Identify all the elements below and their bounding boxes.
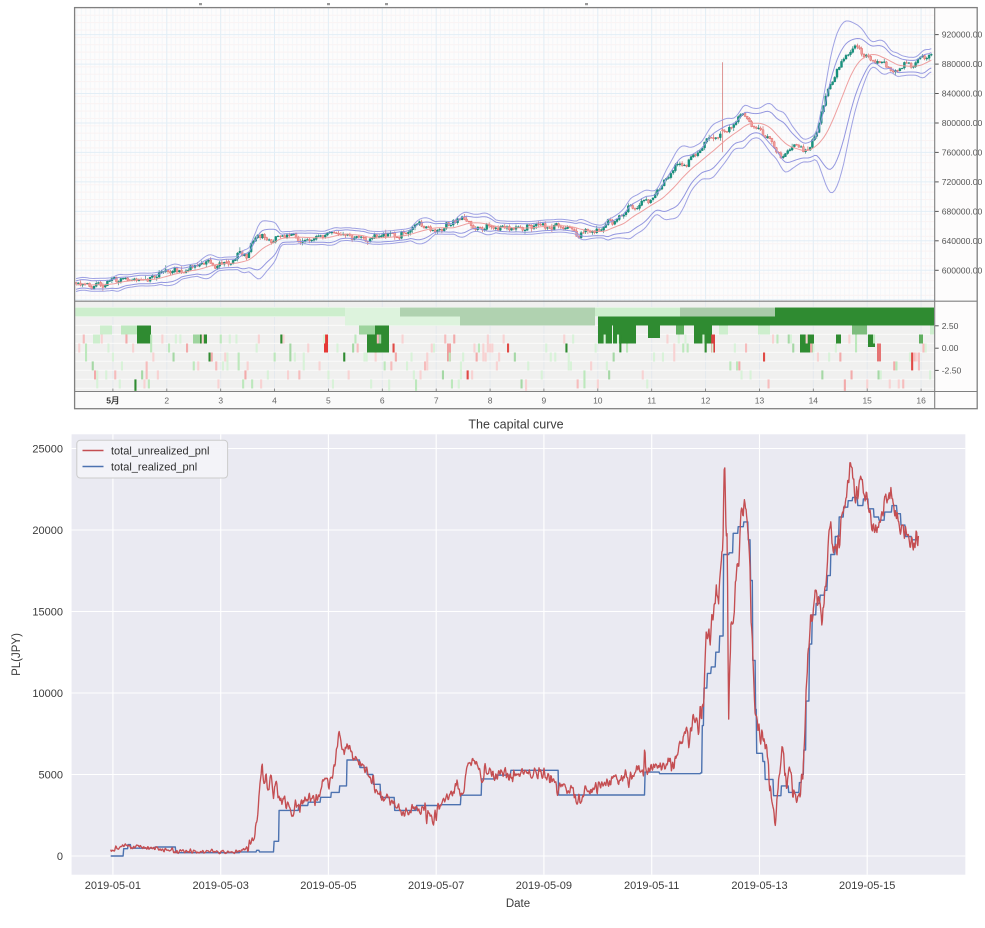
svg-text:2019-05-07: 2019-05-07 bbox=[408, 880, 464, 892]
svg-text:720000.00: 720000.00 bbox=[942, 177, 983, 187]
svg-text:5: 5 bbox=[326, 396, 331, 406]
svg-text:640000.00: 640000.00 bbox=[942, 236, 983, 246]
svg-text:2019-05-05: 2019-05-05 bbox=[300, 880, 356, 892]
svg-text:2.50: 2.50 bbox=[942, 321, 959, 331]
svg-text:3: 3 bbox=[218, 396, 223, 406]
svg-text:13: 13 bbox=[755, 396, 765, 406]
svg-text:10: 10 bbox=[593, 396, 603, 406]
svg-text:20000: 20000 bbox=[32, 525, 63, 537]
svg-text:760000.00: 760000.00 bbox=[942, 147, 983, 157]
svg-text:15: 15 bbox=[862, 396, 872, 406]
svg-text:-2.50: -2.50 bbox=[942, 365, 962, 375]
svg-text:840000.00: 840000.00 bbox=[942, 89, 983, 99]
svg-text:11: 11 bbox=[647, 396, 656, 406]
svg-text:2019-05-09: 2019-05-09 bbox=[516, 880, 572, 892]
svg-text:2019-05-01: 2019-05-01 bbox=[85, 880, 141, 892]
svg-text:2: 2 bbox=[164, 396, 169, 406]
svg-text:5月: 5月 bbox=[106, 396, 119, 406]
svg-text:16: 16 bbox=[916, 396, 926, 406]
svg-text:6: 6 bbox=[380, 396, 385, 406]
svg-text:Date: Date bbox=[506, 898, 530, 910]
svg-text:2019-05-03: 2019-05-03 bbox=[193, 880, 249, 892]
svg-text:15000: 15000 bbox=[32, 607, 63, 619]
svg-text:2019-05-15: 2019-05-15 bbox=[839, 880, 895, 892]
svg-text:680000.00: 680000.00 bbox=[942, 206, 983, 216]
svg-text:14: 14 bbox=[809, 396, 819, 406]
svg-text:25000: 25000 bbox=[32, 444, 63, 456]
svg-text:800000.00: 800000.00 bbox=[942, 118, 983, 128]
svg-text:9: 9 bbox=[542, 396, 547, 406]
svg-text:The capital curve: The capital curve bbox=[468, 418, 563, 432]
svg-text:PL(JPY): PL(JPY) bbox=[11, 633, 23, 676]
svg-text:7: 7 bbox=[434, 396, 439, 406]
svg-text:4: 4 bbox=[272, 396, 277, 406]
svg-text:8: 8 bbox=[488, 396, 493, 406]
svg-text:920000.00: 920000.00 bbox=[942, 30, 983, 40]
svg-text:0.00: 0.00 bbox=[942, 343, 959, 353]
svg-text:0: 0 bbox=[57, 851, 63, 863]
svg-text:12: 12 bbox=[701, 396, 711, 406]
svg-text:total_realized_pnl: total_realized_pnl bbox=[111, 462, 197, 474]
svg-text:2019-05-13: 2019-05-13 bbox=[731, 880, 787, 892]
svg-text:600000.00: 600000.00 bbox=[942, 265, 983, 275]
svg-text:total_unrealized_pnl: total_unrealized_pnl bbox=[111, 446, 209, 458]
svg-text:880000.00: 880000.00 bbox=[942, 59, 983, 69]
svg-text:2019-05-11: 2019-05-11 bbox=[624, 880, 679, 892]
svg-text:5000: 5000 bbox=[39, 770, 63, 782]
svg-text:10000: 10000 bbox=[32, 688, 63, 700]
